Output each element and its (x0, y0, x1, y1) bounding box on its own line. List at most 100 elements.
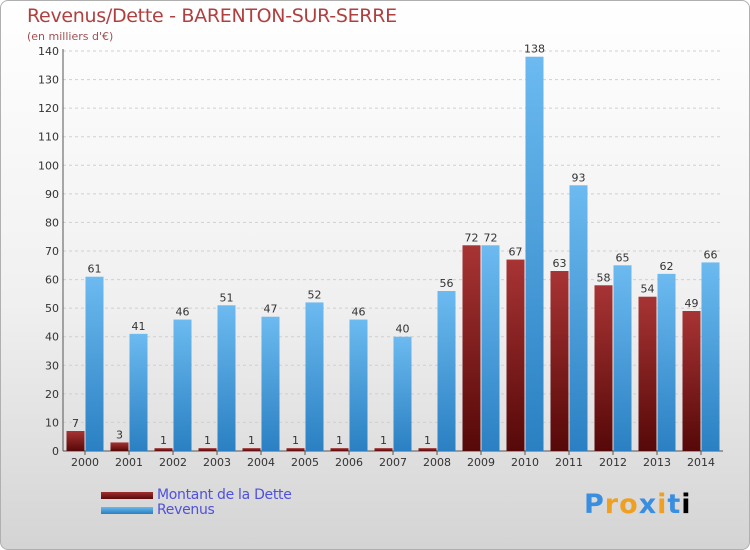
data-label-dette: 49 (685, 297, 699, 310)
grid-layer (63, 50, 723, 423)
x-tick-label: 2003 (203, 456, 231, 469)
data-label-dette: 7 (72, 417, 79, 430)
data-label-revenus: 47 (264, 303, 278, 316)
bar-dette (682, 311, 701, 451)
logo-letter: i (657, 489, 668, 520)
chart-title: Revenus/Dette - BARENTON-SUR-SERRE (27, 5, 397, 27)
logo-letter: o (619, 489, 639, 520)
data-label-revenus: 56 (440, 277, 454, 290)
y-tick-label: 140 (38, 45, 59, 58)
data-label-dette: 1 (380, 434, 387, 447)
data-label-revenus: 61 (88, 263, 102, 276)
data-label-revenus: 66 (704, 248, 718, 261)
data-label-dette: 1 (248, 434, 255, 447)
chart-subtitle: (en milliers d'€) (27, 30, 114, 43)
y-tick-label: 130 (38, 74, 59, 87)
x-tick-label: 2013 (643, 456, 671, 469)
legend-swatch-revenus (101, 507, 153, 514)
x-tick-label: 2014 (687, 456, 715, 469)
bar-revenus (173, 319, 192, 451)
bar-revenus (217, 305, 236, 451)
x-tick-label: 2004 (247, 456, 275, 469)
y-tick-label: 40 (45, 331, 59, 344)
bar-dette (638, 296, 657, 451)
bar-dette (330, 448, 349, 451)
data-label-revenus: 46 (352, 306, 366, 319)
y-tick-label: 0 (52, 445, 59, 458)
data-label-revenus: 65 (616, 251, 630, 264)
legend-label-revenus: Revenus (157, 502, 215, 518)
bar-dette (418, 448, 437, 451)
bar-dette (506, 259, 525, 451)
bar-revenus (657, 273, 676, 451)
data-label-dette: 1 (160, 434, 167, 447)
data-label-revenus: 41 (132, 320, 146, 333)
y-tick-label: 10 (45, 416, 59, 429)
x-tick-label: 2001 (115, 456, 143, 469)
legend-label-dette: Montant de la Dette (157, 487, 292, 503)
bar-dette (594, 285, 613, 451)
data-label-revenus: 52 (308, 288, 322, 301)
data-label-revenus: 62 (660, 260, 674, 273)
bar-dette (66, 431, 85, 451)
y-tick-label: 120 (38, 102, 59, 115)
proxiti-logo: Proxiti (584, 489, 692, 520)
bar-revenus (481, 245, 500, 451)
data-label-revenus: 40 (396, 323, 410, 336)
bar-revenus (393, 336, 412, 451)
x-tick-label: 2006 (335, 456, 363, 469)
data-label-revenus: 46 (176, 306, 190, 319)
y-tick-label: 110 (38, 131, 59, 144)
data-label-dette: 1 (204, 434, 211, 447)
labels-layer: 7 61 3 41 1 46 1 51 1 47 1 52 1 46 1 40 1 56 72 72 67 138 63 93… (72, 43, 718, 447)
y-tick-label: 20 (45, 388, 59, 401)
data-label-revenus: 51 (220, 291, 234, 304)
bar-revenus (85, 276, 104, 451)
bar-dette (374, 448, 393, 451)
x-tick-label: 2009 (467, 456, 495, 469)
x-tick-label: 2002 (159, 456, 187, 469)
bars-layer (66, 56, 720, 452)
data-label-dette: 3 (116, 428, 123, 441)
data-label-dette: 54 (641, 283, 655, 296)
y-tick-label: 30 (45, 359, 59, 372)
x-tick-label: 2011 (555, 456, 583, 469)
data-label-dette: 67 (509, 246, 523, 259)
data-label-dette: 1 (292, 434, 299, 447)
data-label-dette: 1 (336, 434, 343, 447)
x-tick-label: 2012 (599, 456, 627, 469)
x-tick-label: 2005 (291, 456, 319, 469)
bar-dette (198, 448, 217, 451)
data-label-dette: 63 (553, 257, 567, 270)
logo-letter: t (667, 489, 682, 520)
x-tick-label: 2008 (423, 456, 451, 469)
bar-dette (550, 271, 569, 451)
logo-letter: i (681, 489, 692, 520)
data-label-dette: 1 (424, 434, 431, 447)
bar-revenus (305, 302, 324, 451)
bar-revenus (569, 185, 588, 452)
y-tick-label: 100 (38, 159, 59, 172)
data-label-revenus: 72 (484, 231, 498, 244)
legend-swatch-dette (101, 492, 153, 499)
data-label-dette: 72 (465, 231, 479, 244)
y-tick-label: 60 (45, 274, 59, 287)
bar-revenus (701, 262, 720, 451)
x-tick-label: 2010 (511, 456, 539, 469)
data-label-revenus: 138 (524, 43, 545, 56)
y-tick-label: 50 (45, 302, 59, 315)
bar-revenus (129, 333, 148, 451)
bar-revenus (349, 319, 368, 451)
bar-revenus (437, 291, 456, 451)
bar-revenus (525, 56, 544, 451)
logo-letter: x (638, 489, 658, 520)
bar-dette (154, 448, 173, 451)
logo-letter: r (604, 489, 620, 520)
x-tick-label: 2007 (379, 456, 407, 469)
logo-letter: P (584, 489, 605, 520)
data-label-dette: 58 (597, 271, 611, 284)
y-tick-label: 70 (45, 245, 59, 258)
